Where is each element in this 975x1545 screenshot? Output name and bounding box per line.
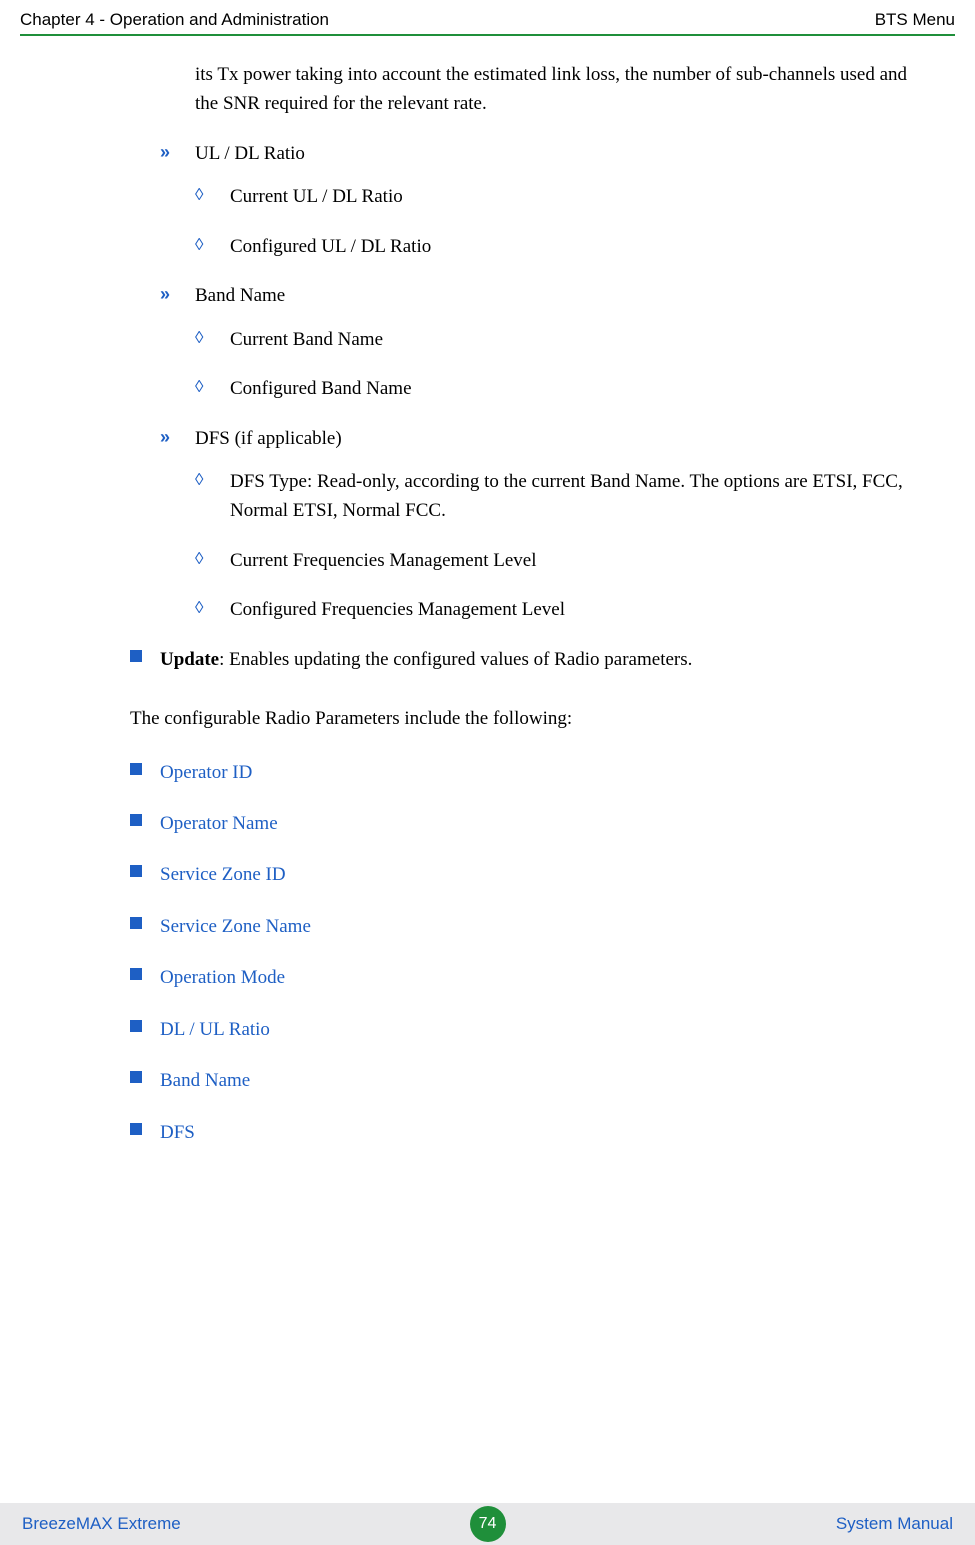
link-item: Operator Name xyxy=(130,809,925,838)
diamond-icon: ◊ xyxy=(195,595,203,621)
chevron-title: DFS (if applicable) xyxy=(195,428,342,449)
link-text[interactable]: DFS xyxy=(160,1122,195,1143)
link-text[interactable]: Band Name xyxy=(160,1070,250,1091)
square-icon xyxy=(130,814,142,826)
diamond-text: Current Frequencies Management Level xyxy=(230,550,537,571)
link-text[interactable]: Service Zone Name xyxy=(160,916,311,937)
link-text[interactable]: DL / UL Ratio xyxy=(160,1019,270,1040)
diamond-icon: ◊ xyxy=(195,232,203,258)
chevron-icon: » xyxy=(160,424,165,452)
square-icon xyxy=(130,763,142,775)
update-list: Update: Enables updating the configured … xyxy=(130,645,925,674)
page-header: Chapter 4 - Operation and Administration… xyxy=(20,10,955,36)
link-item: Operator ID xyxy=(130,758,925,787)
link-item: DFS xyxy=(130,1118,925,1147)
link-text[interactable]: Service Zone ID xyxy=(160,864,286,885)
page-number-badge: 74 xyxy=(470,1506,506,1542)
footer-left-text: BreezeMAX Extreme xyxy=(22,1514,181,1534)
link-item: Band Name xyxy=(130,1066,925,1095)
link-item: DL / UL Ratio xyxy=(130,1015,925,1044)
header-right-text: BTS Menu xyxy=(875,10,955,30)
link-text[interactable]: Operation Mode xyxy=(160,967,285,988)
page-container: Chapter 4 - Operation and Administration… xyxy=(0,0,975,1545)
update-item: Update: Enables updating the configured … xyxy=(130,645,925,674)
link-item: Service Zone ID xyxy=(130,860,925,889)
header-left-text: Chapter 4 - Operation and Administration xyxy=(20,10,329,30)
diamond-item: ◊ Current Band Name xyxy=(195,325,925,354)
diamond-item: ◊ Configured Band Name xyxy=(195,374,925,403)
diamond-item: ◊ Current UL / DL Ratio xyxy=(195,182,925,211)
footer-right-text: System Manual xyxy=(836,1514,953,1534)
chevron-icon: » xyxy=(160,281,165,309)
chevron-title: Band Name xyxy=(195,285,285,306)
page-footer: BreezeMAX Extreme 74 System Manual xyxy=(0,1503,975,1545)
square-icon xyxy=(130,865,142,877)
square-icon xyxy=(130,968,142,980)
link-item: Service Zone Name xyxy=(130,912,925,941)
diamond-icon: ◊ xyxy=(195,325,203,351)
diamond-text: Configured Band Name xyxy=(230,378,412,399)
chevron-title: UL / DL Ratio xyxy=(195,143,305,164)
diamond-icon: ◊ xyxy=(195,467,203,493)
diamond-text: DFS Type: Read-only, according to the cu… xyxy=(230,471,903,521)
link-list: Operator ID Operator Name Service Zone I… xyxy=(130,758,925,1148)
update-bold: Update xyxy=(160,649,219,670)
square-icon xyxy=(130,650,142,662)
link-item: Operation Mode xyxy=(130,963,925,992)
diamond-list: ◊ Current Band Name ◊ Configured Band Na… xyxy=(195,325,925,404)
diamond-item: ◊ Configured UL / DL Ratio xyxy=(195,232,925,261)
diamond-icon: ◊ xyxy=(195,374,203,400)
diamond-text: Current UL / DL Ratio xyxy=(230,186,403,207)
chevron-list: » UL / DL Ratio ◊ Current UL / DL Ratio … xyxy=(160,139,925,625)
diamond-text: Current Band Name xyxy=(230,329,383,350)
diamond-icon: ◊ xyxy=(195,546,203,572)
square-icon xyxy=(130,917,142,929)
chevron-item: » DFS (if applicable) ◊ DFS Type: Read-o… xyxy=(160,424,925,625)
chevron-item: » UL / DL Ratio ◊ Current UL / DL Ratio … xyxy=(160,139,925,261)
chevron-icon: » xyxy=(160,139,165,167)
chevron-item: » Band Name ◊ Current Band Name ◊ Config… xyxy=(160,281,925,403)
diamond-text: Configured UL / DL Ratio xyxy=(230,236,431,257)
diamond-text: Configured Frequencies Management Level xyxy=(230,599,565,620)
square-icon xyxy=(130,1071,142,1083)
diamond-item: ◊ Configured Frequencies Management Leve… xyxy=(195,595,925,624)
link-text[interactable]: Operator ID xyxy=(160,762,252,783)
diamond-item: ◊ Current Frequencies Management Level xyxy=(195,546,925,575)
diamond-item: ◊ DFS Type: Read-only, according to the … xyxy=(195,467,925,526)
diamond-icon: ◊ xyxy=(195,182,203,208)
update-rest: : Enables updating the configured values… xyxy=(219,649,692,670)
square-icon xyxy=(130,1020,142,1032)
configurable-intro: The configurable Radio Parameters includ… xyxy=(130,704,925,733)
diamond-list: ◊ DFS Type: Read-only, according to the … xyxy=(195,467,925,625)
link-text[interactable]: Operator Name xyxy=(160,813,278,834)
diamond-list: ◊ Current UL / DL Ratio ◊ Configured UL … xyxy=(195,182,925,261)
intro-paragraph: its Tx power taking into account the est… xyxy=(195,60,925,119)
content-area: its Tx power taking into account the est… xyxy=(130,60,925,1169)
square-icon xyxy=(130,1123,142,1135)
